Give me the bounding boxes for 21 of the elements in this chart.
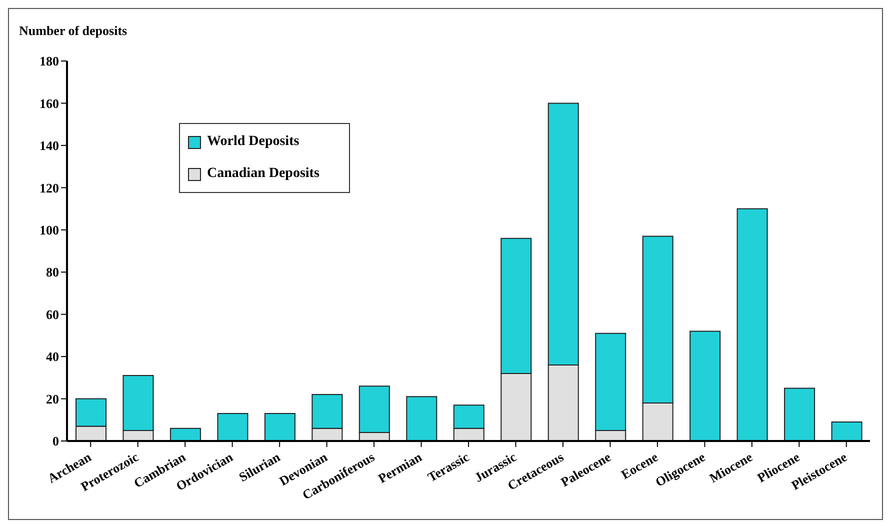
- y-tick-label: 180: [40, 54, 59, 69]
- bar: [736, 208, 768, 441]
- bar: [406, 396, 438, 441]
- y-axis-title: Number of deposits: [19, 23, 128, 39]
- legend-label: Canadian Deposits: [206, 166, 320, 182]
- bar: [264, 413, 296, 441]
- y-tick-label: 140: [40, 138, 59, 154]
- bar: [170, 428, 201, 441]
- y-tick-label: 60: [46, 306, 59, 322]
- y-tick-label: 20: [46, 391, 59, 406]
- y-tick-label: 100: [40, 222, 59, 238]
- y-tick-label: 80: [46, 264, 59, 280]
- legend-label: World Deposits: [206, 134, 300, 150]
- y-tick-label: 120: [40, 180, 59, 196]
- y-tick-label: 0: [52, 434, 59, 449]
- y-tick-label: 40: [46, 349, 59, 364]
- bar: [690, 330, 721, 441]
- y-tick-label: 160: [40, 96, 59, 111]
- bar: [831, 422, 862, 441]
- bar: [217, 413, 248, 441]
- bar: [784, 388, 816, 441]
